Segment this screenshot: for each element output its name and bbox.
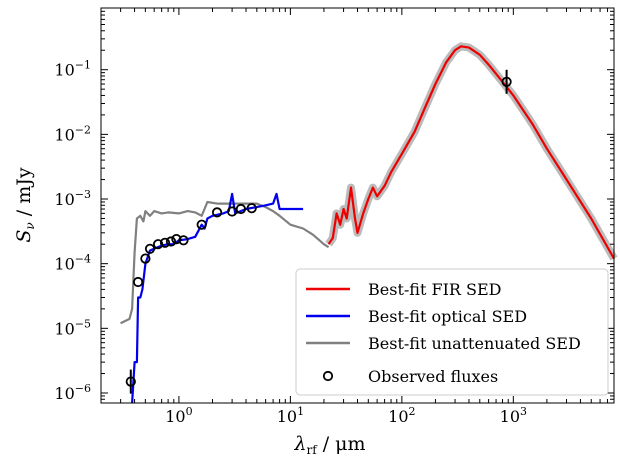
y-axis-label-main: S — [13, 230, 35, 243]
observed-flux-point — [144, 243, 156, 254]
x-axis-label-sub: rf — [307, 443, 319, 457]
optical-sed-line — [131, 192, 304, 404]
x-tick-label: 100 — [165, 405, 192, 426]
y-tick-label: 10−6 — [54, 382, 91, 403]
observed-flux-point — [227, 206, 238, 217]
series-lines — [120, 45, 615, 404]
x-axis-label-unit: / μm — [317, 433, 366, 455]
observed-flux-point — [165, 236, 177, 247]
observed-flux-point — [235, 203, 246, 215]
observed-flux-markers — [125, 69, 512, 394]
legend: Best-fit FIR SED Best-fit optical SED Be… — [295, 268, 609, 396]
legend-box — [295, 268, 609, 396]
x-tick-label: 103 — [500, 405, 527, 426]
legend-label-observed: Observed fluxes — [368, 367, 498, 386]
x-axis-label-main: λ — [293, 433, 306, 455]
x-tick-label: 101 — [277, 405, 304, 426]
y-tick-label: 10−4 — [54, 253, 91, 274]
observed-flux-point — [125, 376, 136, 387]
observed-flux-point — [196, 219, 207, 230]
observed-flux-point — [501, 76, 512, 87]
observed-flux-point — [171, 234, 182, 245]
y-tick-label: 10−3 — [54, 188, 91, 209]
y-tick-label: 10−2 — [54, 123, 91, 144]
unattenuated-sed-line — [120, 200, 330, 325]
observed-flux-point — [246, 203, 257, 214]
y-tick-label: 10−5 — [54, 317, 91, 338]
y-axis-ticks: 10−6 10−5 10−4 10−3 10−2 10−1 — [54, 7, 614, 404]
observed-flux-point — [153, 239, 164, 250]
y-axis-label-sub: ν — [23, 222, 37, 229]
y-axis-label-unit: / mJy — [13, 167, 35, 222]
fir-sed-line — [327, 45, 615, 260]
observed-flux-point — [133, 276, 144, 288]
legend-label-fir: Best-fit FIR SED — [368, 280, 501, 299]
observed-flux-point — [212, 207, 223, 218]
legend-label-unattenuated: Best-fit unattenuated SED — [368, 334, 581, 353]
observed-flux-point — [140, 253, 151, 264]
x-tick-label: 102 — [388, 405, 415, 426]
legend-label-optical: Best-fit optical SED — [368, 307, 527, 326]
y-tick-label: 10−1 — [54, 59, 91, 80]
observed-flux-point — [159, 237, 171, 248]
x-axis-label: λrf / μm — [293, 433, 365, 457]
x-axis-ticks: 100 101 102 103 — [100, 8, 615, 426]
legend-marker-observed — [322, 370, 334, 382]
y-axis-label: Sν / mJy — [13, 167, 37, 242]
observed-flux-point — [178, 235, 189, 246]
